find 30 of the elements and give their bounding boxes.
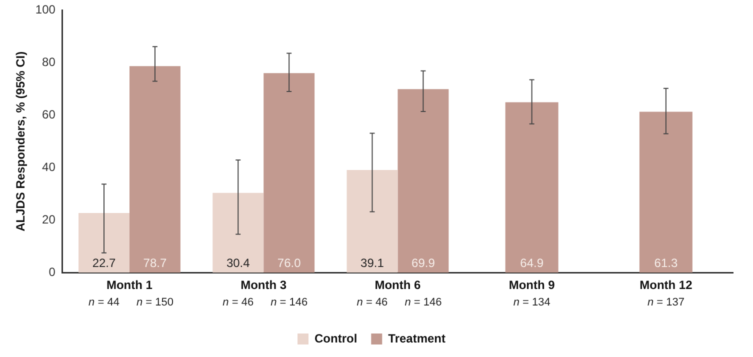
data-label: 61.3 <box>654 256 678 270</box>
y-tick-label: 0 <box>48 264 56 279</box>
legend-label: Control <box>314 331 358 346</box>
y-tick-label: 100 <box>35 2 56 17</box>
text: n = 44 <box>88 296 120 309</box>
text: n = 134 <box>513 296 550 309</box>
data-label: 39.1 <box>360 256 384 270</box>
text: n = 146 <box>404 296 442 309</box>
y-axis-title: ALJDS Responders, % (95% CI) <box>14 51 28 232</box>
data-label: 69.9 <box>412 256 436 270</box>
y-tick-label: 40 <box>42 160 56 174</box>
data-label: 22.7 <box>92 256 116 270</box>
x-tick-label: Month 6 <box>374 278 422 292</box>
y-tick-label: 20 <box>42 212 56 226</box>
text: n = 46 <box>356 296 388 309</box>
data-label: 30.4 <box>226 256 250 270</box>
text: n = 137 <box>647 296 684 309</box>
data-label: 64.9 <box>520 256 544 270</box>
x-tick-label: Month 1 <box>106 278 153 292</box>
text: n = 146 <box>270 296 308 309</box>
data-label: 78.7 <box>143 256 167 270</box>
data-label: 76.0 <box>277 256 302 270</box>
text: n = 46 <box>222 296 254 309</box>
x-tick-label: Month 9 <box>508 278 556 292</box>
x-tick-label: Month 12 <box>640 278 693 292</box>
legend-label: Treatment <box>388 331 446 346</box>
y-tick-label: 60 <box>42 107 56 122</box>
y-tick-label: 80 <box>42 54 56 69</box>
text: n = 150 <box>136 296 174 309</box>
x-tick-label: Month 3 <box>240 278 287 292</box>
